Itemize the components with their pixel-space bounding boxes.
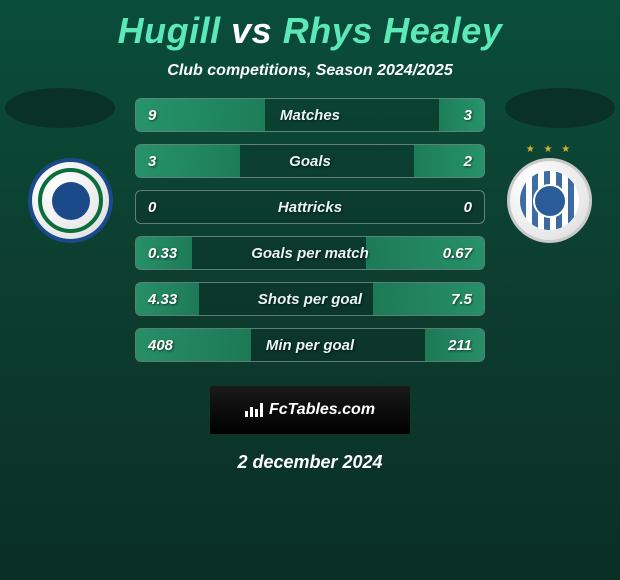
- stat-row: 3Goals2: [135, 144, 485, 178]
- huddersfield-badge-icon: [507, 158, 592, 243]
- branding-badge: FcTables.com: [210, 386, 410, 434]
- stat-label: Shots per goal: [136, 291, 484, 308]
- player1-name: Hugill: [118, 10, 221, 51]
- stat-label: Min per goal: [136, 337, 484, 354]
- wigan-badge-icon: [28, 158, 113, 243]
- stat-label: Hattricks: [136, 199, 484, 216]
- player2-name: Rhys Healey: [283, 10, 503, 51]
- bar-chart-icon: [245, 403, 263, 417]
- player-silhouette-right: [505, 88, 615, 128]
- stats-table: 9Matches3 3Goals2 0Hattricks0 0.33Goals per…: [135, 98, 485, 374]
- stat-label: Goals per match: [136, 245, 484, 262]
- stars-icon: ★ ★ ★: [507, 144, 592, 155]
- stat-row: 4.33Shots per goal7.5: [135, 282, 485, 316]
- stat-row: 0.33Goals per match0.67: [135, 236, 485, 270]
- date-label: 2 december 2024: [0, 452, 620, 473]
- stat-row: 408Min per goal211: [135, 328, 485, 362]
- club-badge-left: [28, 158, 113, 243]
- stat-row: 9Matches3: [135, 98, 485, 132]
- vs-label: vs: [231, 10, 272, 51]
- club-badge-right: ★ ★ ★: [507, 158, 592, 243]
- stat-label: Goals: [136, 153, 484, 170]
- branding-text: FcTables.com: [269, 401, 375, 419]
- player-silhouette-left: [5, 88, 115, 128]
- subtitle: Club competitions, Season 2024/2025: [0, 62, 620, 80]
- stat-row: 0Hattricks0: [135, 190, 485, 224]
- comparison-title: Hugill vs Rhys Healey: [0, 0, 620, 52]
- comparison-layout: ★ ★ ★ 9Matches3 3Goals2 0Hattricks0 0.33Goa…: [0, 98, 620, 378]
- stat-label: Matches: [136, 107, 484, 124]
